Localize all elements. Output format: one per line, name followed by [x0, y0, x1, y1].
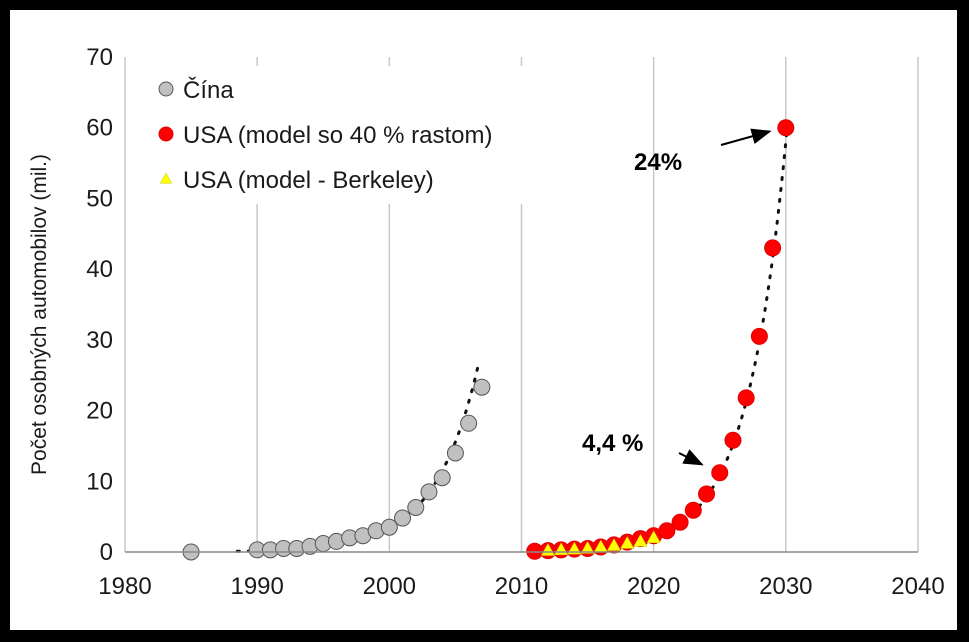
x-tick-label: 1990 [230, 573, 283, 600]
data-point [394, 509, 412, 527]
data-point [698, 485, 716, 503]
y-tick-label: 0 [100, 539, 113, 566]
data-marks [182, 119, 795, 561]
chart-frame: 1980 1990 2000 2010 2020 2030 2040 0 10 20 30 40 50… [10, 10, 957, 630]
data-point [671, 513, 689, 531]
y-tick-label: 20 [86, 398, 113, 425]
data-point [764, 239, 782, 257]
data-point [580, 540, 595, 554]
annotation-label: 24% [634, 149, 682, 176]
annotation-label: 4,4 % [582, 430, 643, 457]
data-point [737, 389, 755, 407]
trendline-0 [235, 359, 481, 553]
x-tick-labels: 1980 1990 2000 2010 2020 2030 2040 [98, 573, 944, 600]
legend-label: USA (model - Berkeley) [183, 167, 434, 194]
data-point [711, 464, 729, 482]
y-axis-title: Počet osobných automobilov (mil.) [28, 154, 51, 475]
annotation-arrow [720, 128, 772, 146]
data-point [420, 483, 438, 501]
data-point [633, 533, 648, 547]
y-tick-label: 60 [86, 115, 113, 142]
data-point [606, 538, 622, 551]
x-tick-label: 2000 [363, 573, 416, 600]
data-point [473, 378, 491, 396]
legend-marker [158, 81, 174, 97]
data-point [658, 522, 676, 540]
data-point [684, 501, 702, 519]
x-tick-label: 2030 [759, 573, 812, 600]
x-tick-label: 2040 [891, 573, 944, 600]
legend-label: USA (model so 40 % rastom) [183, 122, 492, 149]
y-tick-label: 50 [86, 185, 113, 212]
legend-box [150, 66, 555, 204]
data-point [460, 414, 478, 432]
legend-marker [158, 126, 174, 142]
y-tick-label: 70 [86, 44, 113, 71]
annotation-arrow [678, 449, 704, 466]
x-tick-label: 2010 [495, 573, 548, 600]
y-tick-label: 30 [86, 327, 113, 354]
y-tick-labels: 0 10 20 30 40 50 60 70 [86, 44, 113, 566]
y-tick-label: 40 [86, 256, 113, 283]
data-point [380, 518, 398, 536]
annotations: 24% 4,4 % [582, 128, 772, 466]
data-point [750, 327, 768, 345]
legend: Čína USA (model so 40 % rastom) USA (model… [150, 66, 555, 204]
legend-label: Čína [183, 76, 234, 104]
data-point [407, 498, 425, 516]
chart-canvas: 1980 1990 2000 2010 2020 2030 2040 01020304050… [28, 44, 945, 600]
x-tick-label: 1980 [98, 573, 151, 600]
data-point [646, 530, 661, 544]
y-tick-label: 10 [86, 468, 113, 495]
data-point [724, 431, 742, 449]
data-point [777, 119, 795, 137]
legend-marker [159, 172, 173, 184]
data-point [446, 444, 464, 462]
trendline-1 [533, 126, 789, 553]
data-point [433, 469, 451, 487]
data-point [620, 536, 635, 549]
data-point [567, 541, 582, 555]
x-tick-label: 2020 [627, 573, 680, 600]
